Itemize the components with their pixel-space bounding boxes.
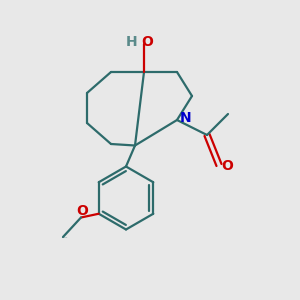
Text: O: O xyxy=(221,160,233,173)
Text: methoxy: methoxy xyxy=(61,236,68,238)
Text: O: O xyxy=(76,204,88,218)
Text: O: O xyxy=(141,35,153,49)
Text: H: H xyxy=(126,35,137,49)
Text: N: N xyxy=(180,111,191,124)
